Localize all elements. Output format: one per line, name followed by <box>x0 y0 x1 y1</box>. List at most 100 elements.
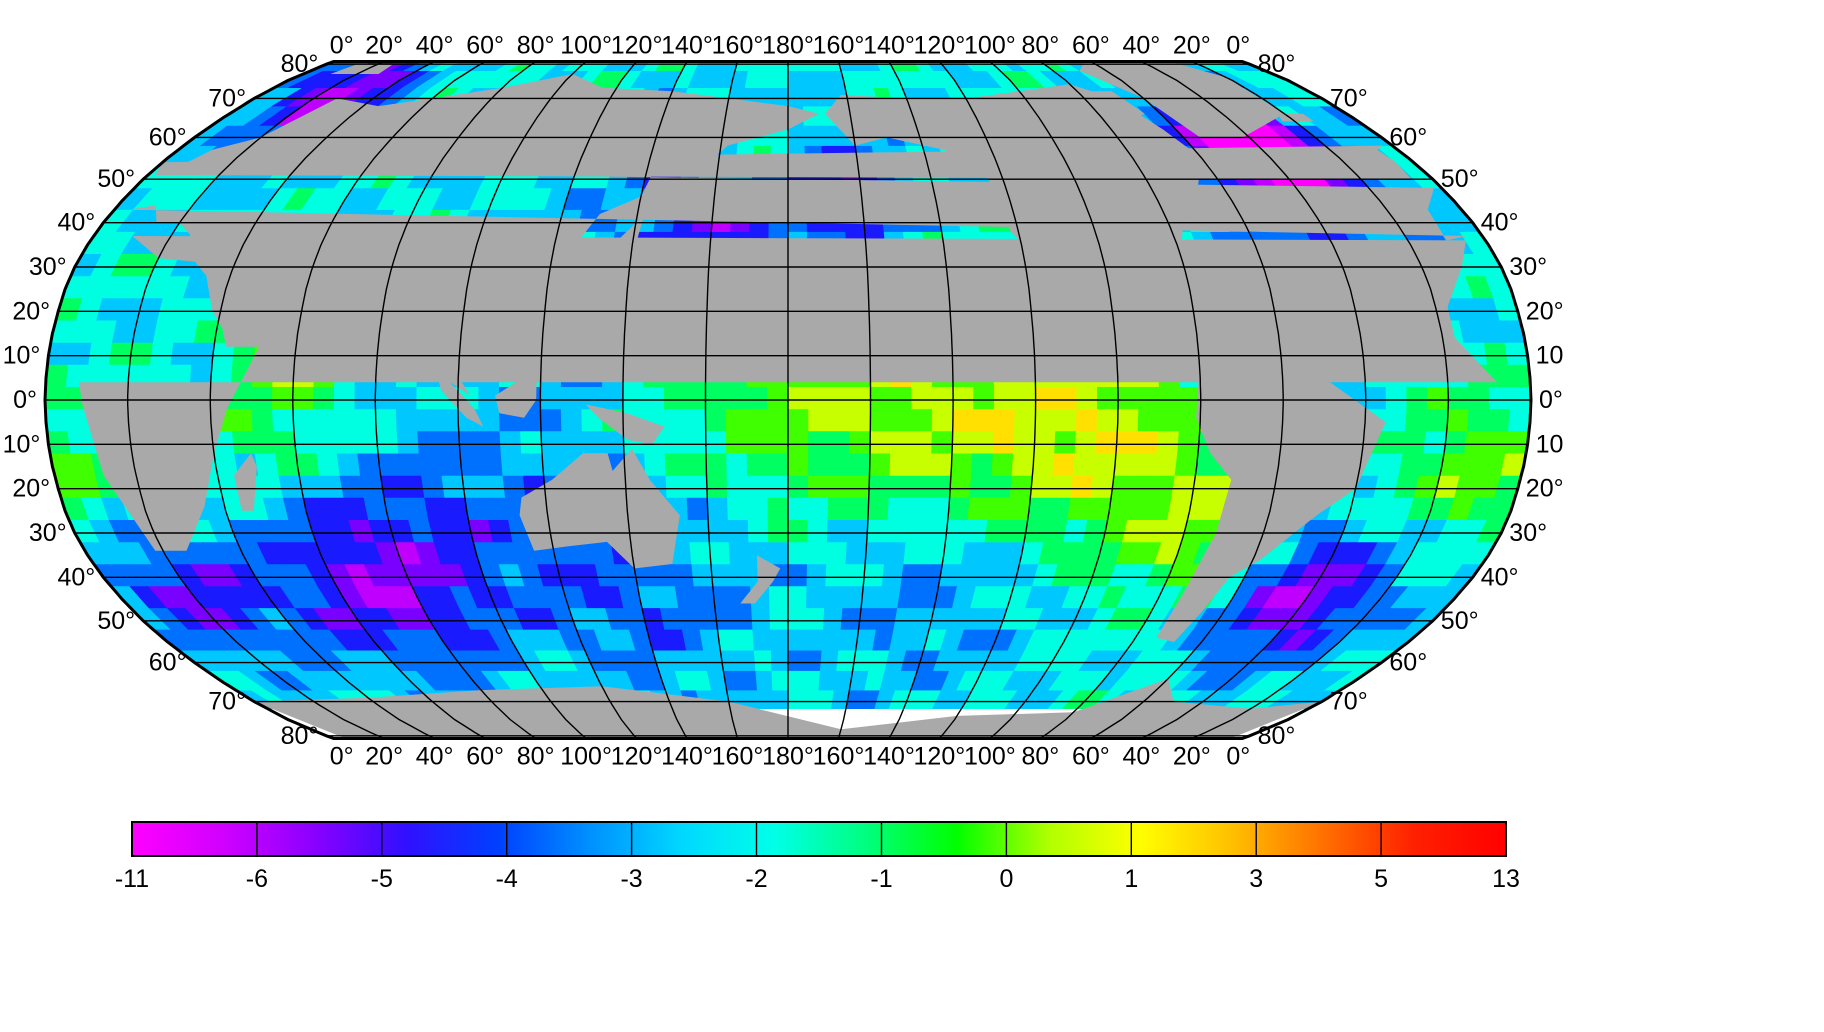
anomaly-cell <box>972 430 995 454</box>
anomaly-cell <box>747 497 769 520</box>
anomaly-cell <box>293 430 317 454</box>
right-lat-label: 60° <box>1389 649 1427 677</box>
anomaly-cell <box>931 408 954 432</box>
anomaly-cell <box>1509 386 1531 410</box>
top-lon-label: 160° <box>712 32 764 60</box>
anomaly-cell <box>1029 475 1054 498</box>
bottom-lon-label: 0° <box>330 743 354 771</box>
bottom-lon-label: 140° <box>661 743 713 771</box>
anomaly-cell <box>313 386 335 410</box>
anomaly-cell <box>842 585 864 609</box>
anomaly-cell <box>868 475 891 498</box>
top-lon-label: 40° <box>416 32 454 60</box>
anomaly-cell <box>787 430 809 454</box>
anomaly-cell <box>665 475 688 498</box>
anomaly-cell <box>88 342 113 365</box>
left-lat-label: 30° <box>29 519 67 547</box>
anomaly-cell <box>821 629 842 651</box>
anomaly-cell <box>752 629 772 651</box>
anomaly-cell <box>664 452 687 476</box>
anomaly-cell <box>251 408 274 432</box>
anomaly-cell <box>869 430 892 454</box>
anomaly-cell <box>802 689 820 709</box>
anomaly-cell <box>787 585 808 609</box>
anomaly-cell <box>767 430 789 454</box>
anomaly-cell <box>696 607 718 630</box>
anomaly-cell <box>746 386 768 410</box>
anomaly-cell <box>870 386 892 410</box>
anomaly-cell <box>581 386 603 410</box>
anomaly-cell <box>1070 475 1094 498</box>
anomaly-cell <box>888 475 911 498</box>
bottom-lon-label: 100° <box>560 743 612 771</box>
anomaly-cell <box>1035 386 1057 410</box>
right-lat-label: 70° <box>1330 688 1368 716</box>
anomaly-cell <box>886 519 909 543</box>
anomaly-cell <box>734 629 755 651</box>
anomaly-cell <box>787 87 804 107</box>
anomaly-cell <box>1014 386 1036 410</box>
anomaly-cell <box>952 408 974 432</box>
anomaly-cell <box>772 689 789 709</box>
anomaly-cell <box>1034 408 1057 432</box>
bottom-lon-label: 60° <box>466 743 504 771</box>
anomaly-cell <box>881 563 905 587</box>
anomaly-cell <box>732 607 754 630</box>
colorbar: -11 -6 -5 -4 -3 -2 -1 0 1 3 5 13 <box>115 821 1520 893</box>
anomaly-cell <box>316 452 341 476</box>
anomaly-cell <box>1138 386 1160 410</box>
anomaly-cell <box>911 408 933 432</box>
right-lat-label: 40° <box>1481 563 1519 591</box>
anomaly-cell <box>395 408 418 432</box>
bottom-lon-label: 20° <box>365 743 403 771</box>
anomaly-cell <box>726 475 748 498</box>
anomaly-cell <box>1365 386 1387 410</box>
anomaly-cell <box>1032 452 1055 476</box>
top-lon-label: 60° <box>1072 32 1110 60</box>
anomaly-cell <box>581 430 604 454</box>
anomaly-cell <box>275 452 300 476</box>
bottom-lon-label: 60° <box>1072 743 1110 771</box>
right-lat-label: 20° <box>1526 297 1564 325</box>
left-lat-label: 50° <box>97 165 135 193</box>
anomaly-cell <box>849 408 871 432</box>
anomaly-cell <box>685 475 708 498</box>
bottom-lon-label: 40° <box>416 743 454 771</box>
anomaly-cell <box>357 452 381 476</box>
anomaly-cell <box>231 430 256 454</box>
anomaly-cell <box>770 629 789 651</box>
anomaly-cell <box>251 386 273 410</box>
anomaly-cell <box>1443 430 1468 454</box>
anomaly-cell <box>1382 430 1406 454</box>
anomaly-cell <box>930 452 953 476</box>
anomaly-cell <box>970 452 994 476</box>
anomaly-cell <box>787 607 807 630</box>
anomaly-cell <box>964 519 989 543</box>
anomaly-cell <box>949 475 972 498</box>
anomaly-cell <box>869 452 891 476</box>
left-lat-label: 70° <box>208 84 246 112</box>
anomaly-cell <box>45 364 69 387</box>
anomaly-cell <box>767 386 789 410</box>
anomaly-cell <box>746 408 768 432</box>
anomaly-cell <box>334 430 358 454</box>
anomaly-cell <box>787 497 809 520</box>
right-lat-label: 30° <box>1509 519 1547 547</box>
anomaly-cell <box>903 541 927 565</box>
anomaly-cell <box>500 452 524 476</box>
anomaly-cell <box>1011 452 1035 476</box>
anomaly-cell <box>339 475 365 498</box>
anomaly-cell <box>947 497 971 520</box>
left-lat-label: 20° <box>12 297 50 325</box>
anomaly-cell <box>808 408 830 432</box>
anomaly-cell <box>478 408 501 432</box>
anomaly-cell <box>805 585 826 609</box>
anomaly-cell <box>1158 408 1181 432</box>
anomaly-cell <box>355 430 379 454</box>
anomaly-cell <box>1177 430 1201 454</box>
anomaly-cell <box>950 452 973 476</box>
anomaly-cell <box>922 541 946 565</box>
anomaly-cell <box>787 475 809 498</box>
anomaly-cell <box>1508 408 1531 432</box>
anomaly-cell <box>900 563 924 587</box>
